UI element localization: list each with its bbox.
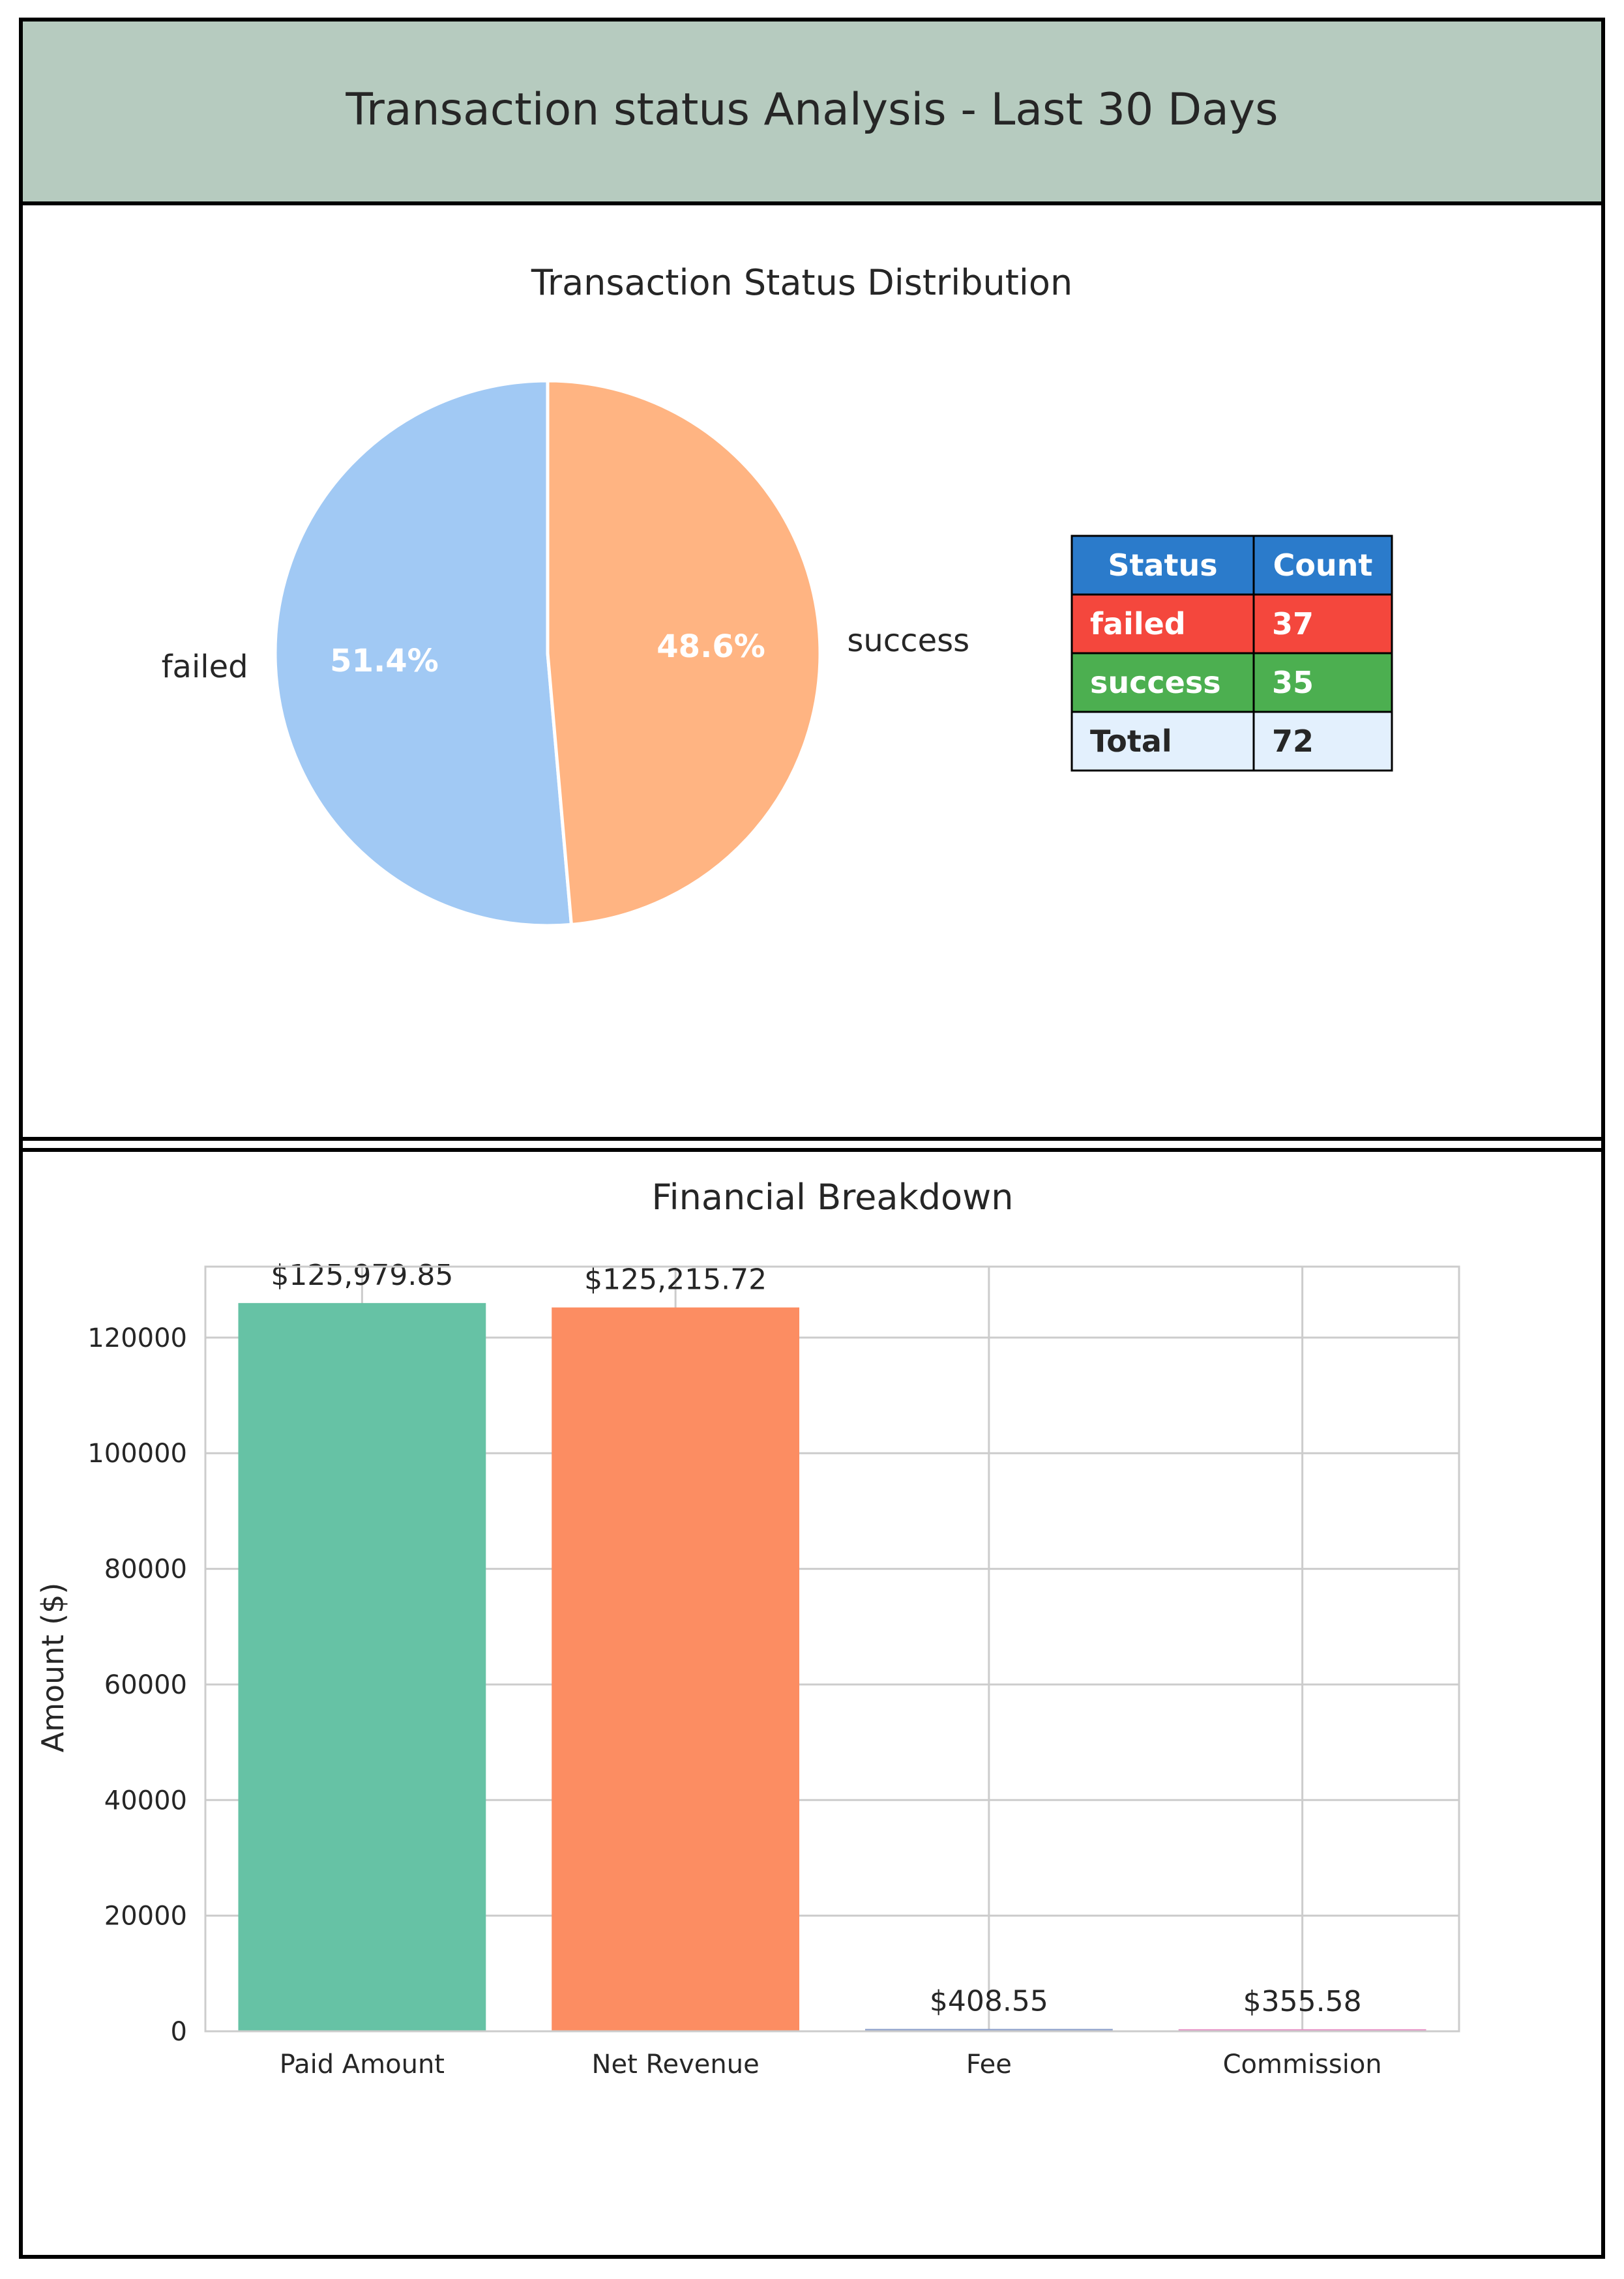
page-title: Transaction status Analysis - Last 30 Da… xyxy=(346,83,1278,136)
bar-commission xyxy=(1178,2029,1426,2031)
y-tick-label: 40000 xyxy=(104,1786,187,1816)
pie-slice-failed xyxy=(273,379,573,928)
table-row: failed 37 xyxy=(1070,593,1393,654)
x-tick-label: Net Revenue xyxy=(592,2050,760,2080)
section-divider xyxy=(23,1137,1601,1152)
y-tick-label: 0 xyxy=(171,2017,187,2047)
x-tick-label: Fee xyxy=(966,2050,1012,2080)
table-row: Total 72 xyxy=(1070,711,1393,772)
bar-axes: 0 20000 40000 60000 80000 100000 120000 Paid Am… xyxy=(87,1265,1460,2080)
bar-value-label: $355.58 xyxy=(1243,1985,1362,2018)
table-row: success 35 xyxy=(1070,652,1393,713)
pie-slice-success xyxy=(546,379,822,926)
pie-section: Transaction Status Distribution 51.4% fai… xyxy=(162,262,1072,928)
y-tick-label: 120000 xyxy=(87,1323,187,1353)
table-cell xyxy=(1252,711,1393,772)
bar-fee xyxy=(864,2029,1113,2031)
pie-slice-label: failed xyxy=(162,649,248,685)
bar-value-label: $125,979.85 xyxy=(271,1259,453,1292)
y-tick-label: 100000 xyxy=(87,1439,187,1469)
table-cell-text: 72 xyxy=(1272,724,1314,759)
pie-slices xyxy=(273,379,822,928)
table-cell xyxy=(1252,652,1393,713)
y-tick-label: 80000 xyxy=(104,1555,187,1585)
pie-percent-label: 48.6% xyxy=(657,628,765,665)
pie-slice-label: success xyxy=(847,623,969,659)
pie-labels: 51.4% failed 48.6% success xyxy=(162,623,969,685)
bar-paid-amount xyxy=(238,1302,486,2031)
y-tick-label: 20000 xyxy=(104,1902,187,1932)
status-table: Status Count failed 37 success 35 Total 72 xyxy=(1070,535,1393,772)
bar-value-label: $408.55 xyxy=(930,1984,1048,2018)
y-tick-label: 60000 xyxy=(104,1670,187,1700)
x-tick-label: Paid Amount xyxy=(280,2050,445,2080)
bar-marks: $125,979.85 $125,215.72 $408.55 $355.58 xyxy=(238,1259,1426,2031)
table-cell-text: failed xyxy=(1090,606,1186,641)
table-cell-text: 35 xyxy=(1272,665,1314,700)
y-axis-label: Amount ($) xyxy=(35,1583,70,1753)
x-tick-label: Commission xyxy=(1223,2050,1382,2080)
table-cell xyxy=(1252,535,1393,596)
header-band: Transaction status Analysis - Last 30 Da… xyxy=(23,22,1601,205)
table-cell xyxy=(1070,535,1255,596)
bar-chart-title: Financial Breakdown xyxy=(652,1177,1014,1218)
bar-net-revenue xyxy=(552,1307,800,2031)
table-cell-text: Total xyxy=(1090,724,1172,759)
table-header-row: Status Count xyxy=(1070,535,1393,596)
table-cell-text: Status xyxy=(1108,548,1217,583)
table-cell-text: 37 xyxy=(1272,606,1314,641)
table-cell-text: Count xyxy=(1273,548,1373,583)
table-cell-text: success xyxy=(1090,665,1221,700)
bar-section: Financial Breakdown $125,979.85 $125,215.… xyxy=(35,1177,1460,2080)
plot-frame xyxy=(204,1265,1460,2033)
pie-chart-title: Transaction Status Distribution xyxy=(531,262,1072,303)
bar-value-label: $125,215.72 xyxy=(584,1263,767,1297)
pie-percent-label: 51.4% xyxy=(330,643,439,679)
